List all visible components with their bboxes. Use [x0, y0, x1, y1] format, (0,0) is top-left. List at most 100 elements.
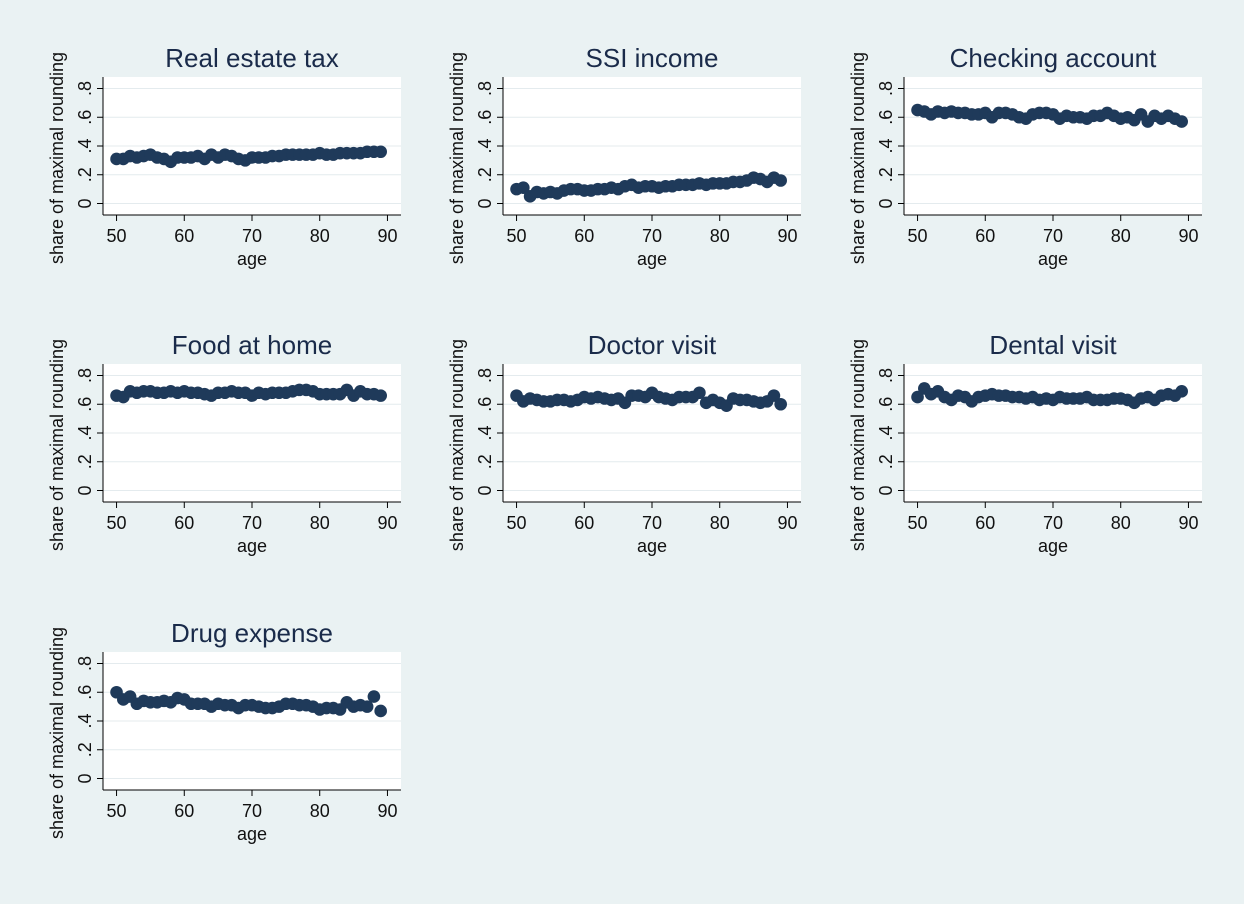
- x-tick-label: 80: [1111, 226, 1131, 246]
- y-tick-label: 0: [475, 485, 495, 495]
- x-tick-label: 70: [242, 801, 262, 821]
- y-tick-label: .8: [876, 81, 896, 96]
- x-tick-label: 90: [377, 801, 397, 821]
- chart-title: Dental visit: [989, 330, 1117, 360]
- y-tick-label: .8: [75, 368, 95, 383]
- x-axis-label: age: [1038, 249, 1068, 269]
- x-tick-label: 50: [507, 513, 527, 533]
- x-tick-label: 90: [777, 513, 797, 533]
- x-tick-label: 70: [242, 513, 262, 533]
- chart-panel: 0 .2 .4 .6 .8 50 60 70 80 90 age share of maximal r…: [848, 330, 1202, 556]
- y-tick-label: 0: [876, 198, 896, 208]
- x-tick-label: 80: [310, 513, 330, 533]
- chart-panel: 0 .2 .4 .6 .8 50 60 70 80 90 age share of maximal r…: [47, 43, 401, 269]
- x-tick-label: 70: [642, 513, 662, 533]
- chart-title: Checking account: [950, 43, 1157, 73]
- y-tick-label: .6: [475, 110, 495, 125]
- data-point: [693, 386, 706, 400]
- chart-title: Food at home: [172, 330, 332, 360]
- chart-panel: 0 .2 .4 .6 .8 50 60 70 80 90 age share of maximal r…: [47, 330, 401, 556]
- data-point: [1175, 115, 1188, 128]
- x-tick-label: 60: [975, 226, 995, 246]
- x-tick-label: 70: [642, 226, 662, 246]
- data-point: [374, 145, 387, 159]
- y-axis-label: share of maximal rounding: [848, 52, 868, 264]
- y-tick-label: 0: [475, 198, 495, 208]
- y-tick-label: .6: [876, 110, 896, 125]
- chart-title: Drug expense: [171, 618, 333, 648]
- data-point: [367, 690, 381, 703]
- chart-title: SSI income: [586, 43, 719, 73]
- data-point: [374, 389, 387, 402]
- x-tick-label: 70: [242, 226, 262, 246]
- y-tick-label: 0: [75, 773, 95, 783]
- y-tick-label: .4: [876, 138, 896, 153]
- x-axis-label: age: [637, 249, 667, 269]
- y-tick-label: .2: [876, 454, 896, 469]
- x-tick-label: 50: [107, 226, 127, 246]
- x-tick-label: 80: [310, 801, 330, 821]
- y-tick-label: .8: [475, 368, 495, 383]
- y-axis-label: share of maximal rounding: [447, 52, 467, 264]
- x-tick-label: 50: [507, 226, 527, 246]
- y-tick-label: .2: [75, 454, 95, 469]
- x-tick-label: 60: [574, 513, 594, 533]
- chart-panel: 0 .2 .4 .6 .8 50 60 70 80 90 age share of maximal r…: [47, 618, 401, 844]
- chart-panel: 0 .2 .4 .6 .8 50 60 70 80 90 age share of maximal r…: [447, 330, 801, 556]
- data-point: [517, 181, 530, 194]
- x-tick-label: 90: [377, 513, 397, 533]
- y-tick-label: .4: [876, 425, 896, 440]
- y-tick-label: .6: [75, 685, 95, 700]
- y-tick-label: 0: [75, 198, 95, 208]
- x-axis-label: age: [237, 536, 267, 556]
- chart-panel: 0 .2 .4 .6 .8 50 60 70 80 90 age share of maximal r…: [447, 43, 801, 269]
- y-tick-label: 0: [75, 485, 95, 495]
- y-tick-label: .4: [75, 138, 95, 153]
- chart-panel: 0 .2 .4 .6 .8 50 60 70 80 90 age share of maximal r…: [848, 43, 1202, 269]
- x-tick-label: 70: [1043, 226, 1063, 246]
- y-tick-label: .2: [475, 454, 495, 469]
- x-axis-label: age: [637, 536, 667, 556]
- y-tick-label: .2: [75, 742, 95, 757]
- data-point: [374, 704, 387, 718]
- y-tick-label: .8: [876, 368, 896, 383]
- y-axis-label: share of maximal rounding: [47, 52, 67, 264]
- y-tick-label: .6: [475, 397, 495, 412]
- x-tick-label: 60: [574, 226, 594, 246]
- y-tick-label: .6: [75, 397, 95, 412]
- y-tick-label: .8: [75, 81, 95, 96]
- x-tick-label: 50: [107, 513, 127, 533]
- x-tick-label: 90: [1178, 226, 1198, 246]
- y-tick-label: .2: [876, 167, 896, 182]
- x-tick-label: 90: [777, 226, 797, 246]
- data-point: [774, 174, 787, 187]
- data-point: [774, 397, 787, 411]
- y-tick-label: .4: [75, 425, 95, 440]
- data-point: [1175, 385, 1188, 398]
- chart-title: Real estate tax: [165, 43, 338, 73]
- chart-title: Doctor visit: [588, 330, 717, 360]
- y-tick-label: .6: [876, 397, 896, 412]
- x-tick-label: 50: [908, 513, 928, 533]
- y-tick-label: .4: [475, 425, 495, 440]
- y-tick-label: .8: [75, 656, 95, 671]
- data-point: [911, 390, 924, 404]
- x-tick-label: 80: [310, 226, 330, 246]
- x-tick-label: 50: [107, 801, 127, 821]
- x-tick-label: 70: [1043, 513, 1063, 533]
- x-tick-label: 80: [710, 513, 730, 533]
- data-point: [360, 700, 374, 713]
- y-tick-label: 0: [876, 485, 896, 495]
- x-axis-label: age: [237, 249, 267, 269]
- x-tick-label: 60: [174, 513, 194, 533]
- y-tick-label: .8: [475, 81, 495, 96]
- data-point: [767, 389, 781, 402]
- x-tick-label: 60: [975, 513, 995, 533]
- x-axis-label: age: [237, 824, 267, 844]
- x-tick-label: 60: [174, 226, 194, 246]
- y-tick-label: .6: [75, 110, 95, 125]
- y-tick-label: .4: [475, 138, 495, 153]
- y-axis-label: share of maximal rounding: [47, 627, 67, 839]
- y-axis-label: share of maximal rounding: [447, 339, 467, 551]
- x-tick-label: 50: [908, 226, 928, 246]
